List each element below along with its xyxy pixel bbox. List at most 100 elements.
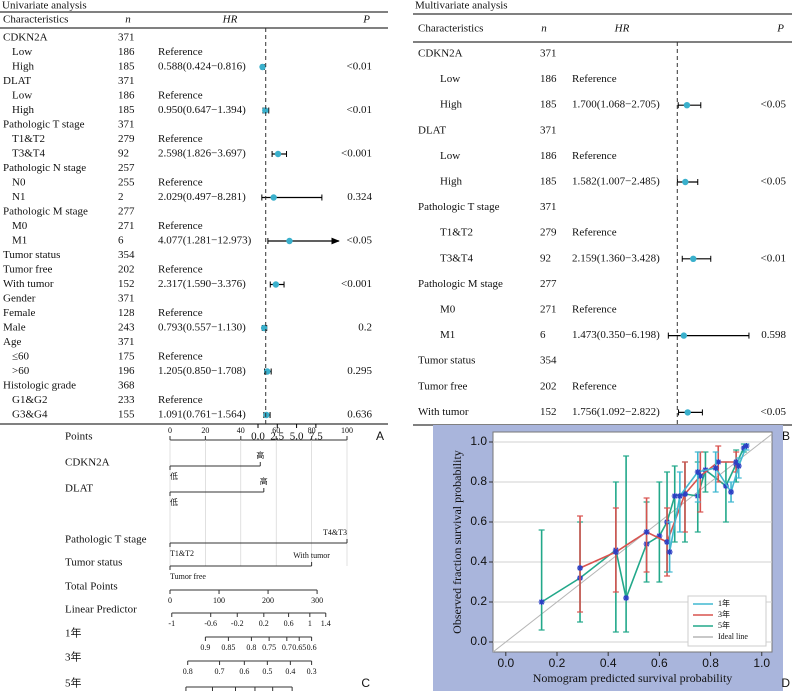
hr-label: Reference: [158, 46, 203, 58]
hr-label: 1.700(1.068−2.705): [572, 99, 660, 111]
hr-point: [690, 255, 697, 262]
level-n: 6: [118, 235, 124, 247]
point-marker: [656, 533, 663, 539]
hr-label: 1.473(0.350−6.198): [572, 329, 660, 341]
p-value: <0.05: [347, 235, 373, 247]
level-n: 255: [118, 177, 135, 189]
panel-letter: C: [361, 676, 370, 690]
level-n: 152: [118, 278, 135, 290]
level-name: >60: [12, 365, 30, 377]
scale-tick-label: 0.7: [215, 667, 225, 676]
legend-label: 3年: [718, 609, 730, 619]
group-name: Histologic grade: [3, 380, 76, 392]
level-name: N0: [12, 177, 26, 189]
hr-point: [264, 368, 271, 375]
level-n: 185: [118, 61, 135, 73]
point-marker: [577, 565, 584, 571]
hr-label: Reference: [158, 307, 203, 319]
level-n: 2: [118, 191, 124, 203]
hr-point: [684, 409, 691, 416]
column-header: Characteristics: [418, 23, 483, 35]
scale-tick-label: 100: [213, 596, 225, 605]
level-n: 92: [118, 148, 129, 160]
level-n: 185: [540, 176, 557, 188]
group-n: 354: [118, 249, 135, 261]
x-tick-label: 0.8: [702, 656, 719, 670]
group-n: 371: [118, 32, 135, 44]
scale-tick-label: 1: [308, 619, 312, 628]
scale-name: Total Points: [65, 581, 118, 593]
panel-letter: A: [376, 429, 384, 443]
scale-tick-label: 200: [262, 596, 274, 605]
p-value: 0.598: [761, 329, 786, 341]
hr-point: [262, 107, 269, 114]
point-marker: [715, 459, 722, 465]
x-tick-label: 0.2: [549, 656, 566, 670]
level-name: T3&T4: [12, 148, 45, 160]
group-name: Gender: [3, 293, 36, 305]
group-name: CDKN2A: [3, 32, 48, 44]
hr-label: 1.582(1.007−2.485): [572, 176, 660, 188]
level-name: High: [12, 61, 35, 73]
scale-tick-label: 300: [311, 596, 323, 605]
x-tick-label: 0.6: [651, 656, 668, 670]
x-tick-label: 1.0: [753, 656, 770, 670]
y-tick-label: 0.8: [470, 474, 487, 488]
level-name: Low: [440, 73, 460, 85]
hr-point: [683, 102, 691, 109]
scale-tick-label: 0.2: [259, 619, 269, 628]
scale-tick-label: 80: [308, 426, 316, 435]
group-n: 371: [118, 75, 135, 87]
scale-tick-label: -0.2: [231, 619, 244, 628]
hr-label: Reference: [572, 150, 617, 162]
level-n: 6: [540, 329, 546, 341]
p-value: <0.001: [341, 278, 372, 290]
column-header: P: [776, 23, 784, 35]
level-n: 175: [118, 351, 135, 363]
hr-label: Reference: [572, 380, 617, 392]
hr-label: Reference: [158, 394, 203, 406]
scale-tick-label: 0.6: [307, 643, 317, 652]
hr-label: 2.598(1.826−3.697): [158, 148, 246, 160]
legend-label: 1年: [718, 598, 730, 608]
scale-name: Pathologic T stage: [65, 534, 147, 546]
group-n: 371: [540, 124, 557, 136]
hr-label: 0.588(0.424−0.816): [158, 61, 246, 73]
hr-label: 4.077(1.281−12.973): [158, 235, 252, 247]
group-name: DLAT: [3, 75, 31, 87]
group-n: 371: [540, 48, 557, 60]
panel-letter: B: [782, 429, 790, 443]
point-marker: [697, 473, 704, 479]
level-name: With tumor: [418, 406, 469, 418]
column-header: Characteristics: [3, 14, 68, 26]
level-n: 202: [118, 264, 135, 276]
scale-tick-label: Tumor free: [170, 572, 206, 581]
hr-label: 1.091(0.761−1.564): [158, 409, 246, 421]
point-marker: [671, 493, 678, 499]
point-marker: [740, 445, 747, 451]
point-marker: [612, 549, 619, 555]
group-name: Tumor status: [418, 355, 475, 367]
group-n: 371: [118, 336, 135, 348]
scale-name: Linear Predictor: [65, 604, 137, 616]
hr-point: [286, 237, 293, 245]
scale-tick-label: 0.75: [262, 643, 276, 652]
point-marker: [694, 469, 701, 475]
hr-label: Reference: [572, 227, 617, 239]
level-name: M0: [12, 220, 28, 232]
point-marker: [664, 539, 671, 545]
level-name: Male: [3, 322, 26, 334]
level-name: N1: [12, 191, 25, 203]
point-marker: [722, 483, 729, 489]
level-name: Low: [12, 46, 32, 58]
group-name: CDKN2A: [418, 48, 463, 60]
scale-tick-label: 0.65: [292, 643, 306, 652]
scale-tick-label: 40: [237, 426, 245, 435]
hr-label: Reference: [158, 133, 203, 145]
group-n: 354: [540, 355, 557, 367]
hr-label: 2.159(1.360−3.428): [572, 252, 660, 264]
level-name: M0: [440, 304, 456, 316]
scale-name: 3年: [65, 650, 82, 664]
x-tick-label: 5.0: [290, 431, 304, 443]
point-marker: [643, 529, 650, 535]
